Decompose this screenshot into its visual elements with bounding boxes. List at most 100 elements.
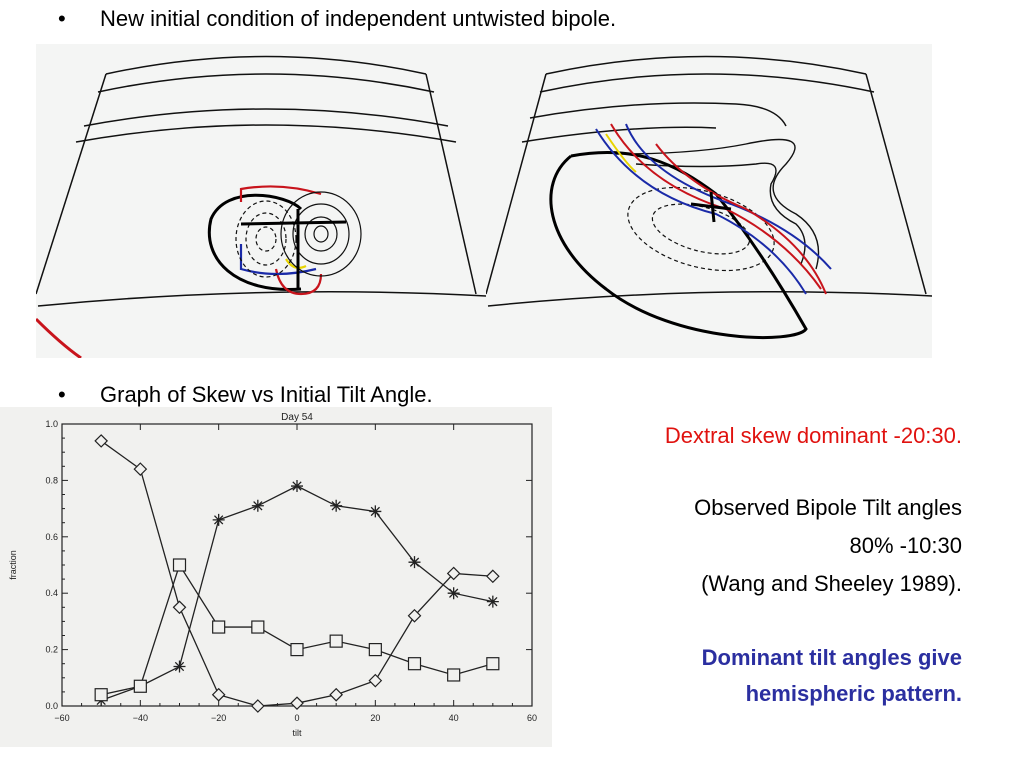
latitude-line	[529, 102, 787, 127]
bullet-text: Graph of Skew vs Initial Tilt Angle.	[100, 382, 433, 407]
x-tick-label: 0	[294, 713, 299, 723]
data-point	[172, 558, 187, 572]
dextral-skew-note: Dextral skew dominant -20:30.	[664, 423, 962, 448]
grid-edge-bottom	[487, 291, 932, 307]
data-point	[329, 687, 344, 702]
data-point	[407, 657, 422, 671]
latitude-line	[83, 108, 449, 127]
y-tick-label: 0.4	[45, 588, 58, 598]
field-line-yellow	[285, 258, 307, 269]
field-line-blue	[239, 244, 317, 276]
negative-contour	[255, 226, 277, 252]
bullet-marker: •	[58, 382, 66, 407]
x-axis-label: tilt	[293, 728, 302, 738]
data-point	[173, 660, 186, 673]
observed-tilt-line3: (Wang and Sheeley 1989).	[701, 571, 962, 596]
data-point	[133, 462, 148, 476]
bipole-evolved-figure	[486, 44, 932, 358]
y-axis-label: fraction	[8, 550, 18, 580]
latitude-line	[97, 73, 435, 93]
filament-channel-contour	[615, 138, 820, 270]
data-point	[290, 643, 304, 657]
bullet-initial-condition: • New initial condition of independent un…	[58, 6, 616, 32]
y-tick-label: 0.0	[45, 701, 58, 711]
series-layer	[94, 434, 500, 713]
data-point	[291, 480, 303, 493]
grid-edge-left	[486, 73, 547, 295]
x-tick-label: −60	[54, 713, 69, 723]
latitude-line	[105, 55, 427, 75]
positive-contour	[280, 191, 362, 277]
data-point	[368, 673, 383, 688]
positive-contour	[313, 225, 329, 243]
bipole-initial-drawing	[36, 55, 486, 358]
data-point	[251, 620, 265, 634]
field-line-yellow	[605, 133, 637, 173]
latitude-line	[521, 126, 717, 143]
plot-frame	[61, 423, 533, 707]
bullet-skew-graph: • Graph of Skew vs Initial Tilt Angle.	[58, 382, 433, 408]
negative-contour	[245, 212, 287, 266]
data-point	[446, 566, 461, 581]
negative-contour	[651, 203, 751, 255]
bullet-marker: •	[58, 6, 66, 31]
data-point	[211, 687, 226, 702]
grid-edge-left	[36, 73, 107, 295]
data-point	[408, 556, 421, 569]
data-point	[94, 434, 109, 448]
y-tick-label: 1.0	[45, 419, 58, 429]
x-tick-label: 40	[449, 713, 459, 723]
latitude-line	[75, 124, 457, 143]
data-point	[447, 587, 460, 600]
x-tick-label: 60	[527, 713, 537, 723]
bipole-evolved-drawing	[486, 55, 932, 339]
grid-edge-right	[425, 73, 477, 295]
data-point	[212, 513, 225, 526]
field-line-red	[274, 268, 323, 296]
data-point	[368, 643, 382, 657]
observed-tilt-line2: 80% -10:30	[849, 533, 962, 558]
series-asterisk	[95, 480, 499, 707]
data-point	[407, 608, 422, 623]
observed-tilt-line1: Observed Bipole Tilt angles	[694, 495, 962, 520]
data-point	[330, 499, 343, 512]
series-diamond	[94, 434, 500, 713]
axis-ticks: −60 −40 −20 0 20 40 60 0.0 0.2 0.4 0.6 0.8 1.0	[45, 419, 537, 723]
data-point	[485, 569, 500, 584]
data-point	[250, 699, 265, 713]
positive-contour	[304, 216, 338, 252]
data-point	[133, 679, 147, 693]
field-line-red	[655, 143, 827, 295]
data-point	[447, 668, 461, 682]
data-point	[369, 505, 382, 518]
field-line-red	[239, 185, 322, 202]
data-point	[251, 499, 264, 512]
data-point	[172, 600, 187, 615]
grid-edge-right	[865, 73, 927, 295]
x-tick-label: −40	[133, 713, 148, 723]
dominant-tilt-line2: hemispheric pattern.	[745, 681, 962, 706]
data-point	[486, 595, 499, 608]
chart-title: Day 54	[281, 412, 313, 423]
series-line	[101, 563, 494, 696]
grid-edge-bottom	[37, 291, 486, 307]
field-line-blue	[595, 128, 807, 295]
chart-svg: Day 54 tilt fraction −60 −40 −20 0 20 40 60 0.0…	[8, 412, 537, 738]
skew-vs-tilt-chart: Day 54 tilt fraction −60 −40 −20 0 20 40 60 0.0…	[0, 407, 552, 747]
series-square	[94, 558, 500, 702]
series-line	[100, 485, 493, 701]
polarity-inversion-line	[240, 209, 347, 289]
latitude-line	[539, 73, 875, 93]
latitude-line	[545, 55, 867, 75]
x-tick-label: 20	[370, 713, 380, 723]
field-line-red	[36, 317, 82, 358]
data-point	[290, 696, 304, 711]
negative-contour	[235, 200, 297, 278]
data-point	[486, 657, 500, 671]
bipole-initial-figure	[36, 44, 486, 358]
y-tick-label: 0.8	[45, 475, 58, 485]
polarity-boundary	[207, 193, 303, 291]
data-point	[212, 620, 226, 634]
y-tick-label: 0.6	[45, 532, 58, 542]
polarity-inversion-line	[690, 191, 732, 223]
